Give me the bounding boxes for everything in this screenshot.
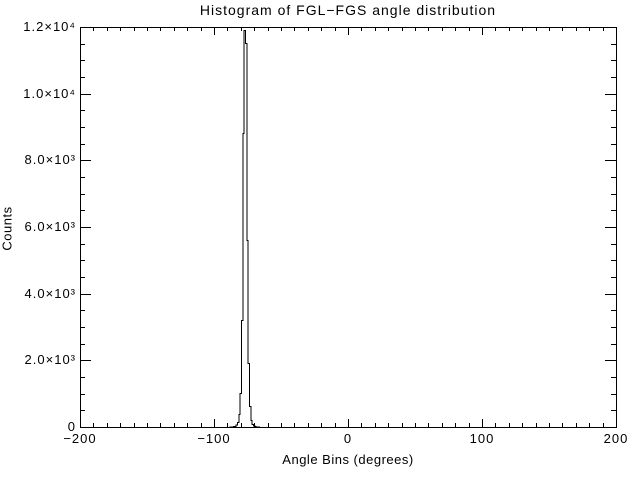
y-tick-label: 8.0×10³: [25, 152, 76, 167]
chart-title: Histogram of FGL−FGS angle distribution: [199, 2, 497, 18]
x-tick-label: −100: [197, 431, 230, 446]
x-tick-label: 0: [344, 431, 352, 446]
x-tick-label: 200: [604, 431, 629, 446]
y-tick-label: 0: [68, 419, 76, 434]
x-tick-label: 100: [470, 431, 495, 446]
histogram-step-path: [229, 30, 261, 428]
y-tick-label: 1.0×10⁴: [23, 86, 76, 101]
y-tick-label: 6.0×10³: [25, 219, 76, 234]
x-tick-label: −200: [63, 431, 96, 446]
axes-frame: [80, 27, 617, 428]
y-tick-label: 4.0×10³: [25, 286, 76, 301]
x-axis-label: Angle Bins (degrees): [282, 452, 414, 467]
y-tick-label: 1.2×10⁴: [23, 19, 76, 34]
y-tick-label: 2.0×10³: [25, 352, 76, 367]
